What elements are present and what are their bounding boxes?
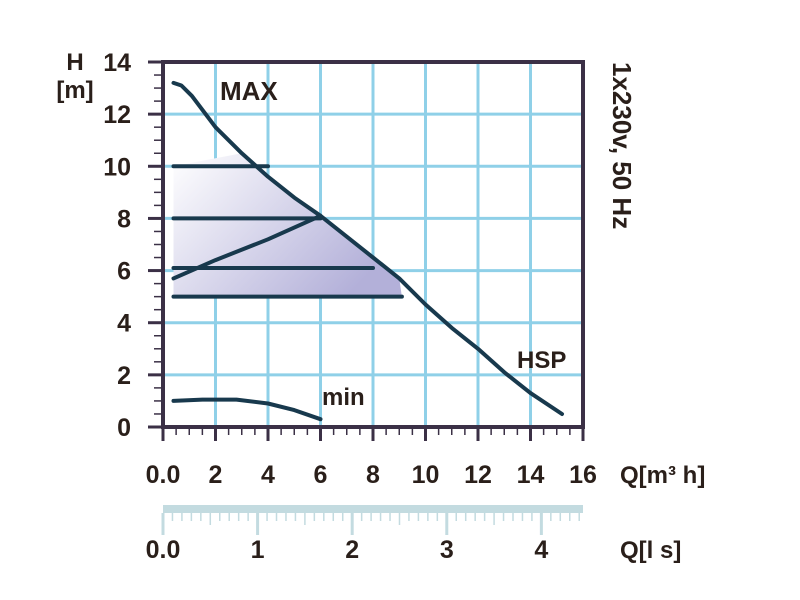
secondary-x-axis: 0.0 1 2 3 4 [146, 513, 580, 564]
operating-range-shading [173, 153, 402, 297]
min-curve [171, 397, 323, 422]
y-tick-label: 12 [103, 101, 131, 129]
secondary-tick-label: 0.0 [146, 536, 181, 564]
secondary-scale-bar [163, 505, 583, 513]
y-axis-label-unit: [m] [56, 77, 93, 104]
y-tick-label: 14 [103, 49, 131, 77]
y-tick-label: 0 [117, 414, 131, 442]
min-annotation: min [322, 384, 365, 411]
y-axis-label-h: H [66, 49, 83, 76]
x-tick-label: 16 [569, 461, 597, 489]
secondary-tick-label: 1 [251, 536, 265, 564]
max-annotation: MAX [220, 76, 278, 106]
y-tick-label: 6 [117, 258, 131, 286]
x-tick-label: 10 [412, 461, 440, 489]
max-curve [171, 80, 564, 416]
x-axis: 0.0 2 4 6 8 10 12 14 16 [146, 427, 597, 489]
y-tick-label: 10 [103, 153, 131, 181]
secondary-tick-label: 3 [440, 536, 454, 564]
y-axis: 0 2 4 6 8 10 12 14 [103, 49, 163, 442]
voltage-label: 1x230v, 50 Hz [607, 62, 637, 229]
curve-group [171, 80, 564, 422]
x-axis-label: Q[m³ h] [620, 462, 705, 489]
secondary-tick-label: 2 [345, 536, 359, 564]
y-tick-label: 2 [117, 362, 131, 390]
x-tick-label: 14 [517, 461, 545, 489]
x-tick-label: 6 [314, 461, 328, 489]
hsp-annotation: HSP [517, 347, 566, 374]
y-tick-label: 4 [117, 310, 131, 338]
x-tick-label: 8 [366, 461, 380, 489]
secondary-tick-label: 4 [534, 536, 548, 564]
x-tick-label: 4 [261, 461, 275, 489]
x-tick-label: 12 [464, 461, 492, 489]
x-tick-label: 2 [209, 461, 223, 489]
y-tick-label: 8 [117, 205, 131, 233]
secondary-x-axis-label: Q[l s] [620, 537, 681, 564]
x-tick-label: 0.0 [146, 461, 181, 489]
